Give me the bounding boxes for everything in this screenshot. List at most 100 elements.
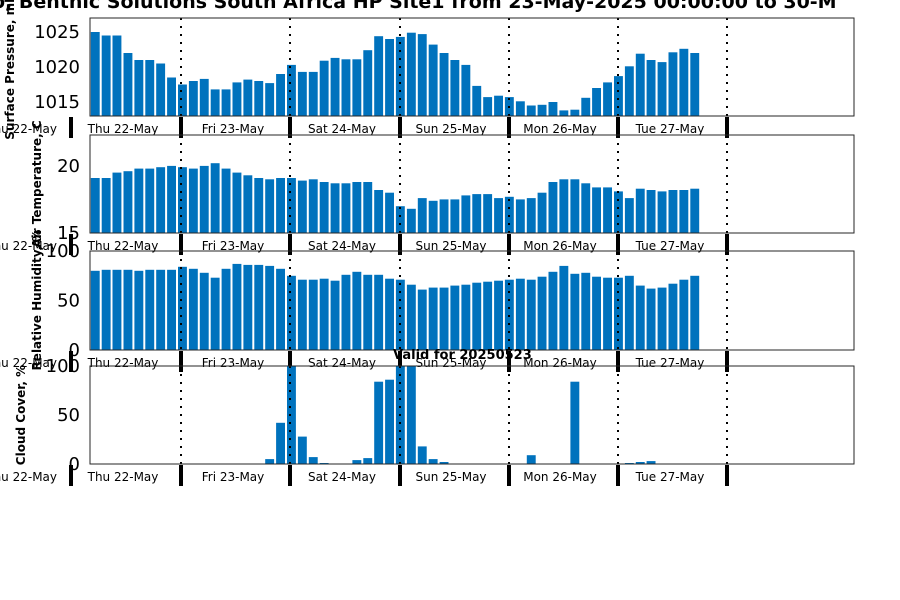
y-tick-label: 50: [57, 405, 80, 426]
bar: [385, 379, 394, 464]
bar: [363, 182, 373, 233]
y-axis-label: Surface Pressure, mb: [3, 0, 17, 140]
day-label: Tue 27-May: [635, 356, 705, 370]
bar: [624, 198, 634, 233]
day-label: Thu 22-May: [87, 239, 159, 253]
bar: [504, 279, 514, 350]
bar: [548, 102, 558, 116]
y-axis-label: Air Temperature, C: [30, 120, 44, 248]
bar: [319, 278, 329, 350]
day-label: Mon 26-May: [523, 239, 597, 253]
bar: [254, 81, 264, 116]
bar: [232, 263, 242, 350]
bar: [123, 171, 133, 233]
bar: [428, 200, 438, 233]
bar: [635, 285, 645, 350]
axes-frame: [89, 17, 855, 117]
bar: [276, 268, 285, 350]
day-label: Thu 22-May: [87, 122, 159, 136]
bar: [243, 264, 253, 350]
bar: [156, 63, 166, 116]
bar: [461, 284, 471, 350]
page-title: o, Benthic Solutions South Africa HP Sit…: [0, 0, 837, 13]
bar: [439, 53, 449, 116]
bar: [341, 59, 351, 116]
bar: [483, 281, 493, 350]
bar: [308, 279, 318, 350]
bar: [472, 194, 482, 233]
bar: [494, 95, 503, 116]
bar: [374, 274, 384, 350]
bar: [504, 196, 514, 233]
bar: [668, 52, 678, 116]
bar: [559, 179, 569, 233]
bar: [428, 44, 438, 116]
bar: [570, 381, 580, 464]
bar: [112, 269, 122, 350]
bar: [210, 277, 220, 350]
bar: [101, 35, 111, 116]
bar: [646, 190, 656, 233]
bar: [287, 366, 296, 464]
bar: [472, 282, 482, 350]
bar: [156, 269, 166, 350]
bar: [145, 168, 155, 233]
bar: [265, 179, 275, 233]
day-label: Mon 26-May: [523, 122, 597, 136]
bar: [178, 266, 187, 350]
day-label: Tue 27-May: [635, 470, 705, 484]
day-label: Mon 26-May: [523, 470, 597, 484]
bar: [145, 269, 155, 350]
bar: [308, 457, 318, 464]
bar: [188, 81, 198, 116]
bar: [374, 36, 384, 117]
bar: [461, 64, 471, 116]
bar: [134, 168, 144, 233]
day-label: Fri 23-May: [202, 356, 265, 370]
y-axis-label: Relative Humidity, %: [30, 230, 44, 371]
bar: [450, 199, 460, 233]
y-tick-label: 1025: [34, 22, 80, 43]
bar: [287, 275, 296, 351]
y-axis-label: Cloud Cover, %: [14, 365, 28, 465]
bar: [548, 182, 558, 233]
y-tick-label: 0: [69, 454, 80, 475]
bar: [265, 265, 275, 350]
bar: [515, 278, 525, 350]
bar: [461, 195, 471, 233]
axes-frame: [89, 365, 855, 465]
day-label: Thu 22-May: [0, 470, 57, 484]
y-tick-label: 0: [69, 340, 80, 361]
bar: [635, 53, 645, 116]
bar: [221, 268, 231, 350]
bar: [559, 110, 569, 116]
y-tick-label: 100: [46, 241, 80, 262]
bar: [112, 35, 122, 116]
bar: [526, 455, 536, 464]
bar: [406, 366, 416, 464]
bar: [690, 275, 700, 351]
bar: [603, 187, 612, 233]
bar: [254, 264, 264, 350]
day-label: Thu 22-May: [87, 356, 159, 370]
bar: [406, 208, 416, 233]
bar: [363, 458, 373, 464]
bar: [330, 57, 340, 116]
bar: [483, 194, 493, 233]
bar: [439, 287, 449, 350]
bar: [537, 276, 547, 350]
bar: [537, 104, 547, 116]
bar: [199, 78, 209, 116]
bar: [374, 381, 384, 464]
bar: [559, 265, 569, 350]
bar: [483, 97, 493, 116]
bar: [254, 178, 264, 233]
bar: [614, 76, 623, 116]
bar: [428, 459, 438, 464]
bar: [395, 279, 405, 350]
y-tick-label: 1020: [34, 57, 80, 78]
y-tick-label: 20: [57, 156, 80, 177]
bar: [417, 198, 427, 233]
bar: [635, 188, 645, 233]
